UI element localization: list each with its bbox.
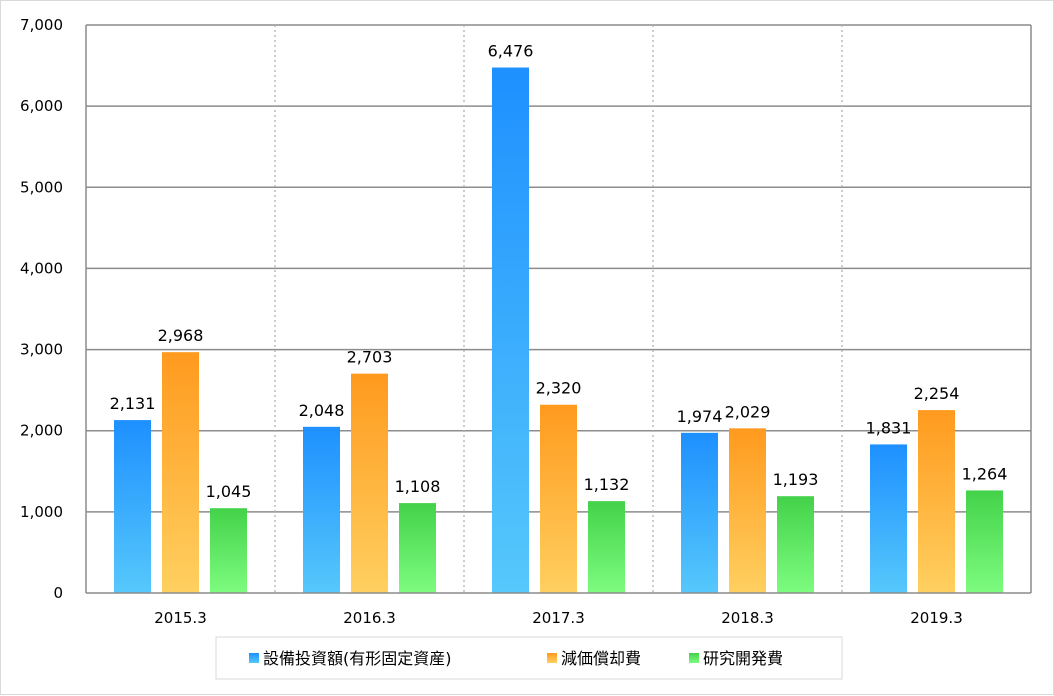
- grid: [86, 24, 1031, 593]
- bar: [681, 432, 718, 593]
- x-tick-label: 2017.3: [532, 609, 585, 627]
- bar: [162, 352, 199, 593]
- data-labels: 2,131 2,968 1,045 2,048 2,703 1,108 6,476 2,320…: [110, 42, 1008, 502]
- data-label: 1,108: [395, 477, 441, 496]
- data-label: 2,029: [725, 402, 771, 421]
- x-tick-label: 2018.3: [721, 609, 774, 627]
- data-label: 1,974: [677, 407, 723, 426]
- bar: [870, 444, 907, 593]
- legend-box: [215, 636, 843, 680]
- bar: [588, 501, 625, 593]
- y-tick-label: 5,000: [20, 178, 63, 196]
- y-tick-label: 3,000: [20, 341, 63, 359]
- y-tick-label: 2,000: [20, 422, 63, 440]
- legend-label: 減価償却費: [561, 649, 641, 668]
- bar: [351, 373, 388, 593]
- data-label: 2,968: [158, 326, 204, 345]
- data-label: 1,264: [962, 464, 1008, 483]
- bar: [918, 410, 955, 593]
- legend-label: 設備投資額(有形固定資産): [263, 649, 452, 668]
- y-tick-label: 1,000: [20, 503, 63, 521]
- bar: [303, 426, 340, 593]
- y-tick-label: 0: [53, 584, 63, 602]
- legend-swatch: [547, 653, 557, 663]
- data-label: 1,193: [773, 470, 819, 489]
- data-label: 2,703: [347, 348, 393, 367]
- y-tick-label: 7,000: [20, 16, 63, 34]
- bar: [540, 404, 577, 593]
- bar: [399, 503, 436, 593]
- bar: [492, 67, 529, 593]
- data-label: 2,048: [299, 401, 345, 420]
- data-label: 1,132: [584, 475, 630, 494]
- x-tick-label: 2019.3: [910, 609, 963, 627]
- axes: 0 1,000 2,000 3,000 4,000 5,000 6,000 7,000 2015…: [20, 16, 1032, 627]
- x-tick-label: 2016.3: [343, 609, 396, 627]
- legend: 設備投資額(有形固定資産) 減価償却費 研究開発費: [215, 636, 843, 680]
- data-label: 2,254: [914, 384, 960, 403]
- bars: [114, 67, 1003, 593]
- bar: [114, 420, 151, 593]
- data-label: 1,045: [206, 482, 252, 501]
- data-label: 2,131: [110, 394, 156, 413]
- data-label: 6,476: [488, 42, 534, 61]
- legend-swatch: [689, 653, 699, 663]
- legend-label: 研究開発費: [703, 649, 783, 668]
- bar: [729, 428, 766, 593]
- bar: [777, 496, 814, 593]
- y-tick-label: 4,000: [20, 259, 63, 277]
- data-label: 1,831: [866, 418, 912, 437]
- x-tick-label: 2015.3: [154, 609, 207, 627]
- bar: [210, 508, 247, 593]
- data-label: 2,320: [536, 379, 582, 398]
- bar: [966, 490, 1003, 593]
- legend-swatch: [249, 653, 259, 663]
- y-tick-label: 6,000: [20, 97, 63, 115]
